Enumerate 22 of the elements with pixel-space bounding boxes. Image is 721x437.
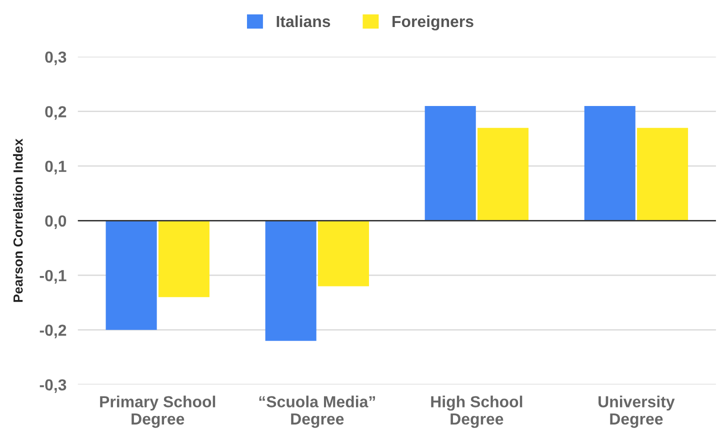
legend-label: Foreigners [392,15,474,30]
x-tick-label: High School Degree [431,396,522,428]
bar [636,128,688,221]
x-tick-label: University Degree [598,396,675,428]
y-tick-label: 0,0 [45,215,66,229]
legend-label: Italians [276,15,330,28]
y-tick-label: 0,1 [45,160,66,174]
x-tick-label: Primary School Degree [100,396,216,428]
bar [318,220,369,286]
bar [424,106,476,221]
bar [584,106,636,221]
bar [477,128,529,221]
y-tick-label: -0,3 [40,379,66,393]
y-axis-title: Pearson Correlation Index [13,138,23,302]
x-tick-label: “Scuola Media” Degree [259,396,375,428]
y-tick-label: 0,2 [45,106,66,120]
y-tick-label: 0,3 [45,51,66,66]
y-tick-label: -0,1 [40,270,66,284]
bar [265,220,316,341]
bar [106,220,157,330]
bar [158,220,210,298]
y-tick-label: -0,2 [40,324,66,338]
